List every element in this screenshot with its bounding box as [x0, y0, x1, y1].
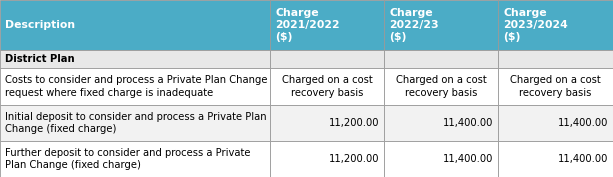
Bar — [498, 50, 613, 68]
Text: 11,400.00: 11,400.00 — [558, 154, 608, 164]
Bar — [270, 105, 384, 141]
Text: Description: Description — [5, 20, 75, 30]
Bar — [0, 68, 270, 105]
Text: Charge
2023/2024
($): Charge 2023/2024 ($) — [503, 8, 568, 42]
Bar — [270, 141, 384, 177]
Text: Charged on a cost
recovery basis: Charged on a cost recovery basis — [281, 75, 372, 98]
Bar — [384, 68, 498, 105]
Text: 11,400.00: 11,400.00 — [443, 118, 493, 128]
Bar — [384, 50, 498, 68]
Bar — [384, 0, 498, 50]
Bar — [498, 105, 613, 141]
Bar — [0, 50, 270, 68]
Text: District Plan: District Plan — [5, 54, 75, 64]
Bar — [270, 68, 384, 105]
Bar — [384, 141, 498, 177]
Text: 11,400.00: 11,400.00 — [443, 154, 493, 164]
Bar — [0, 141, 270, 177]
Text: Costs to consider and process a Private Plan Change
request where fixed charge i: Costs to consider and process a Private … — [5, 75, 267, 98]
Bar — [270, 0, 384, 50]
Bar — [0, 0, 270, 50]
Text: Further deposit to consider and process a Private
Plan Change (fixed charge): Further deposit to consider and process … — [5, 148, 251, 170]
Bar — [498, 68, 613, 105]
Text: Charged on a cost
recovery basis: Charged on a cost recovery basis — [510, 75, 601, 98]
Text: Charged on a cost
recovery basis: Charged on a cost recovery basis — [395, 75, 486, 98]
Text: Charge
2022/23
($): Charge 2022/23 ($) — [389, 8, 439, 42]
Bar — [498, 0, 613, 50]
Bar — [498, 141, 613, 177]
Text: Charge
2021/2022
($): Charge 2021/2022 ($) — [275, 8, 340, 42]
Text: 11,200.00: 11,200.00 — [329, 118, 379, 128]
Bar — [270, 50, 384, 68]
Text: 11,400.00: 11,400.00 — [558, 118, 608, 128]
Text: 11,200.00: 11,200.00 — [329, 154, 379, 164]
Bar — [0, 105, 270, 141]
Text: Initial deposit to consider and process a Private Plan
Change (fixed charge): Initial deposit to consider and process … — [5, 112, 267, 134]
Bar — [384, 105, 498, 141]
